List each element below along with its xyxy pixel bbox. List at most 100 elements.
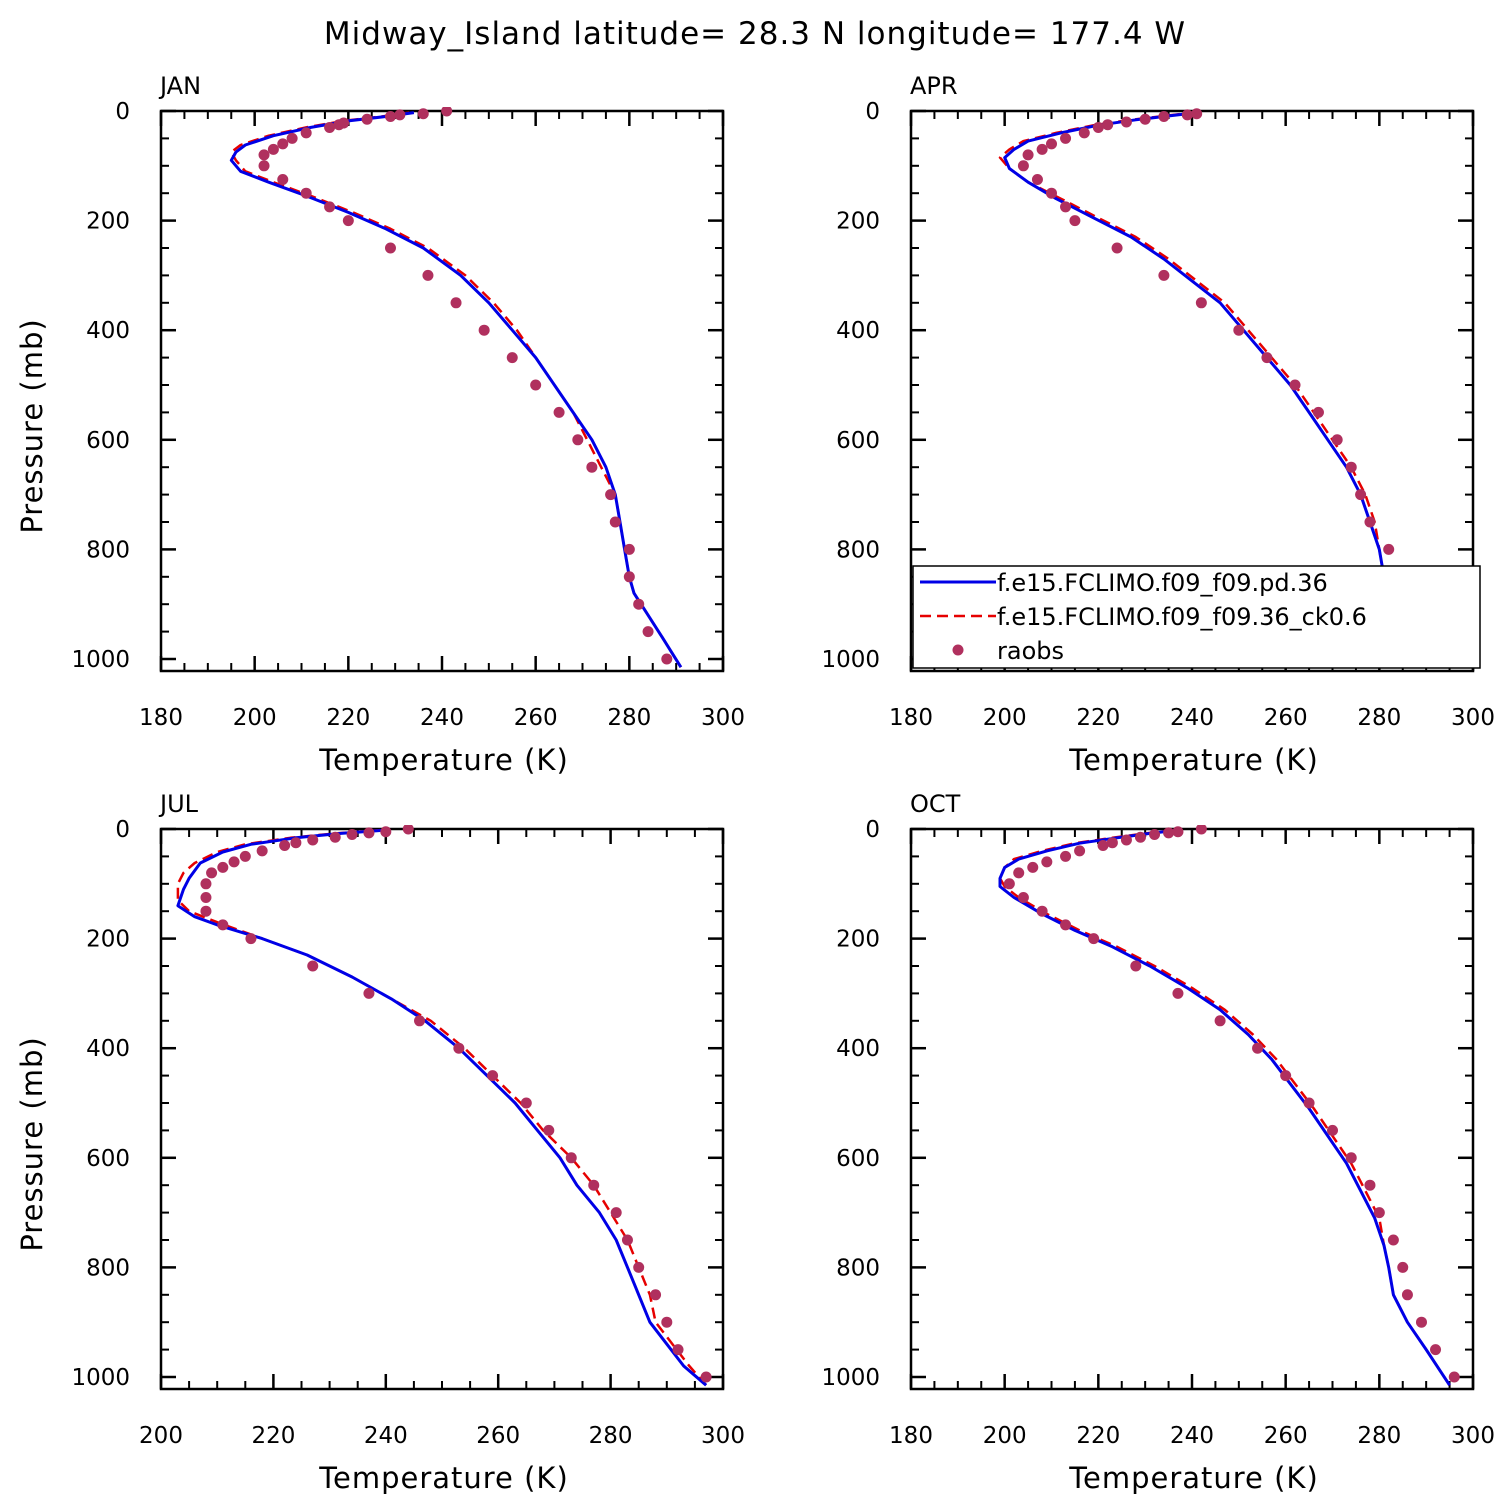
x-tick-label: 220 [1076, 705, 1120, 731]
raobs-point [333, 119, 345, 131]
raobs-point [1069, 215, 1081, 227]
y-tick-label: 1000 [821, 1365, 880, 1391]
raobs-point [661, 1316, 673, 1328]
raobs-point [572, 434, 584, 446]
raobs-point [1163, 827, 1175, 839]
y-tick-label: 400 [86, 1036, 130, 1062]
x-tick-label: 200 [233, 705, 277, 731]
raobs-point [206, 867, 218, 879]
y-tick-label: 400 [836, 1036, 880, 1062]
raobs-point [1355, 489, 1367, 501]
y-tick-label: 200 [836, 209, 880, 235]
plot-frame [159, 109, 725, 673]
raobs-point [228, 856, 240, 868]
raobs-point [300, 187, 312, 199]
raobs-point [380, 826, 392, 838]
y-tick-label: 800 [86, 537, 130, 563]
raobs-point [1252, 1042, 1264, 1054]
plot-frame [909, 827, 1475, 1391]
legend-box [912, 565, 1481, 669]
raobs-point [324, 201, 336, 213]
raobs-point [478, 324, 490, 336]
raobs-point [1013, 867, 1025, 879]
legend-swatch-raobs [952, 644, 964, 656]
raobs-point [1373, 1207, 1385, 1219]
raobs-point [1134, 831, 1146, 843]
raobs-point [1312, 406, 1324, 418]
y-tick-label: 400 [836, 318, 880, 344]
raobs-point [1401, 1289, 1413, 1301]
x-tick-label: 180 [139, 705, 183, 731]
series-pd36-line [176, 828, 708, 1387]
raobs-point [1387, 1234, 1399, 1246]
raobs-point [1036, 905, 1048, 917]
raobs-point [441, 107, 453, 117]
x-tick-label: 280 [589, 1423, 633, 1449]
x-axis-title: Temperature (K) [1068, 1461, 1319, 1495]
raobs-point [279, 839, 291, 851]
raobs-point [543, 1124, 555, 1136]
y-tick-label: 600 [836, 428, 880, 454]
x-tick-label: 200 [983, 1423, 1027, 1449]
raobs-point [610, 1207, 622, 1219]
x-tick-label: 300 [701, 1423, 745, 1449]
raobs-point [1060, 850, 1072, 862]
y-tick-label: 800 [86, 1255, 130, 1281]
raobs-point [324, 121, 336, 133]
raobs-point [286, 132, 298, 144]
raobs-point [1022, 149, 1034, 161]
x-tick-label: 180 [889, 1423, 933, 1449]
raobs-point [586, 461, 598, 473]
raobs-point [1078, 127, 1090, 139]
panel-label: JAN [158, 72, 201, 100]
raobs-point [1060, 919, 1072, 931]
raobs-point [1003, 878, 1015, 890]
legend-entry-label: f.e15.FCLIMO.f09_f09.36_ck0.6 [997, 603, 1367, 631]
raobs-point [1106, 837, 1118, 849]
x-tick-label: 260 [476, 1423, 520, 1449]
raobs-point [267, 143, 279, 155]
y-tick-label: 400 [86, 318, 130, 344]
legend: f.e15.FCLIMO.f09_f09.pd.36 f.e15.FCLIMO.f… [912, 565, 1481, 669]
raobs-point [1149, 828, 1161, 840]
raobs-point [1448, 1371, 1460, 1383]
series-pd36-line [229, 111, 683, 668]
raobs-point [1191, 108, 1203, 120]
raobs-point [256, 845, 268, 857]
y-tick-label: 1000 [821, 647, 880, 673]
y-tick-label: 200 [86, 209, 130, 235]
x-axis-title: Temperature (K) [1068, 743, 1319, 777]
raobs-point [609, 516, 621, 528]
raobs-point [450, 297, 462, 309]
raobs-point [1158, 269, 1170, 281]
y-tick-label: 1000 [71, 647, 130, 673]
raobs-point [1172, 987, 1184, 999]
panel-label: OCT [910, 790, 961, 818]
raobs-point [384, 242, 396, 254]
raobs-point [363, 827, 375, 839]
raobs-point [363, 987, 375, 999]
y-tick-label: 0 [115, 99, 130, 125]
y-tick-label: 0 [865, 99, 880, 125]
x-tick-label: 300 [701, 705, 745, 731]
raobs-point [200, 905, 212, 917]
raobs-point [1233, 324, 1245, 336]
panel-label: APR [910, 72, 958, 100]
raobs-point [621, 1234, 633, 1246]
x-tick-label: 180 [889, 705, 933, 731]
raobs-point [258, 160, 270, 172]
raobs-point [342, 215, 354, 227]
plot-area [998, 108, 1437, 668]
raobs-point [1364, 1179, 1376, 1191]
raobs-point [1097, 839, 1109, 851]
raobs-point [1046, 138, 1057, 150]
plot-area [229, 107, 683, 668]
x-tick-label: 200 [983, 705, 1027, 731]
raobs-point [1046, 187, 1057, 199]
series-ck06-line [230, 111, 682, 668]
raobs-point [417, 108, 429, 120]
raobs-point [1195, 825, 1207, 835]
series-ck06-line [998, 828, 1451, 1386]
raobs-point [307, 834, 319, 846]
panel-jul: JUL 200 220 240 260 280 300 0 200 400 600 800 1000 Te… [15, 790, 745, 1495]
